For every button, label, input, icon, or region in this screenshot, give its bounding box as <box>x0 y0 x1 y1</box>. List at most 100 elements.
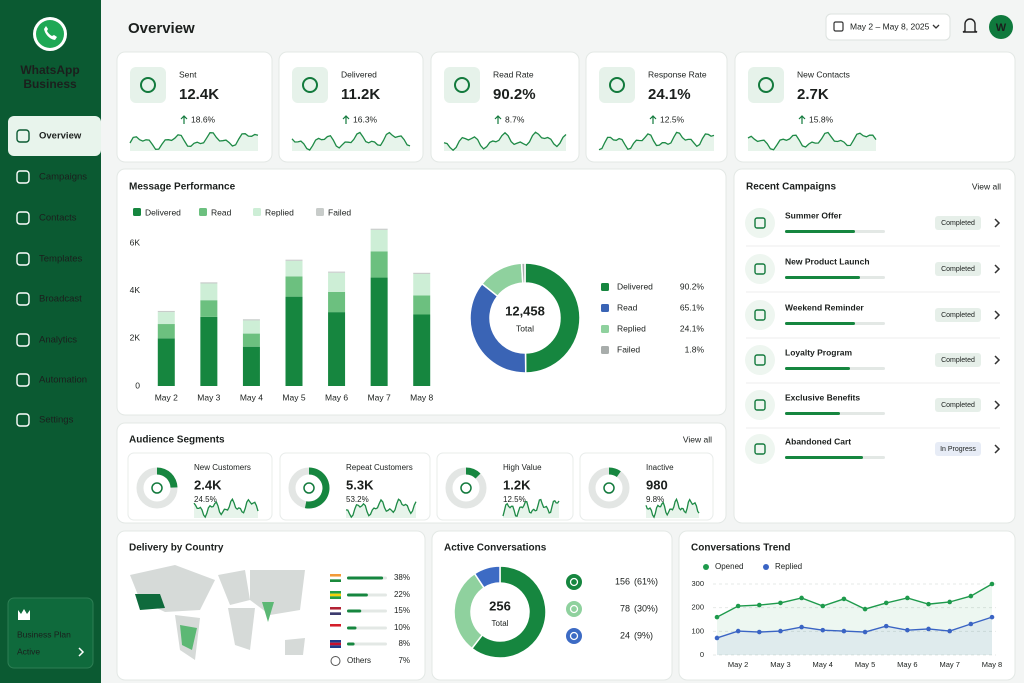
sparkline <box>645 497 700 519</box>
sparkline-area <box>599 132 714 151</box>
segment-icon <box>303 482 315 494</box>
campaign-icon-bg <box>745 300 775 330</box>
segment-value: 2.4K <box>194 477 222 492</box>
legend-value: 1.8% <box>685 344 705 354</box>
point <box>883 600 889 606</box>
flag <box>330 596 341 599</box>
legend-label: Delivered <box>145 207 181 217</box>
chevron-icon[interactable] <box>994 218 1001 228</box>
nav-item[interactable]: Analytics <box>39 335 77 346</box>
kpi-label: Sent <box>179 69 197 79</box>
chevron-icon[interactable] <box>994 444 1001 454</box>
x-tick-label: May 8 <box>982 660 1002 669</box>
chevron-icon[interactable] <box>994 355 1001 365</box>
segment-name: Inactive <box>646 463 674 472</box>
kpi-icon-bg <box>599 67 635 103</box>
avatar[interactable] <box>989 15 1013 39</box>
map-region <box>135 594 165 610</box>
x-tick-label: May 6 <box>897 660 917 669</box>
bar-segment <box>200 282 218 284</box>
conversation-share: (61%) <box>634 576 658 586</box>
y-tick-label: 0 <box>135 380 140 390</box>
legend-swatch <box>601 346 609 354</box>
point <box>735 628 741 634</box>
bar-segment <box>242 346 260 386</box>
point <box>968 593 974 599</box>
view-all-link[interactable]: View all <box>972 181 1001 191</box>
up-arrow <box>180 115 188 124</box>
nav-active[interactable] <box>8 116 101 156</box>
campaign-icon-bg <box>745 434 775 464</box>
nav-item[interactable]: Overview <box>39 131 82 142</box>
date-picker[interactable] <box>825 13 951 41</box>
nav-item[interactable]: Campaigns <box>39 172 87 183</box>
campaign-icon <box>754 217 766 229</box>
legend-value: 90.2% <box>680 281 705 291</box>
bar-segment <box>413 272 431 274</box>
conversation-count: 24 <box>620 630 630 640</box>
segment-icon <box>603 482 615 494</box>
bar <box>347 593 368 597</box>
point <box>989 581 995 587</box>
nav-item[interactable]: Contacts <box>39 213 77 224</box>
nav-item[interactable]: Automation <box>39 375 87 386</box>
x-tick-label: May 8 <box>410 392 433 402</box>
view-all-link[interactable]: View all <box>683 434 712 444</box>
status-pill <box>935 262 981 276</box>
legend-label: Replied <box>265 207 294 217</box>
status: Completed <box>941 312 975 319</box>
kpi-icon-bg <box>292 67 328 103</box>
card <box>678 530 1016 681</box>
donut-total-label: Total <box>492 619 509 628</box>
sparkline <box>193 497 259 519</box>
chevron-icon[interactable] <box>994 310 1001 320</box>
legend-swatch <box>316 208 324 216</box>
legend-label: Failed <box>617 344 640 354</box>
country-name: Others <box>347 656 371 665</box>
legend-swatch <box>133 208 141 216</box>
bar-segment <box>370 228 388 230</box>
x-tick-label: May 2 <box>155 392 178 402</box>
bar-segment <box>328 272 346 292</box>
sparkline-area <box>194 499 258 518</box>
nav-item[interactable]: Settings <box>39 415 74 426</box>
status-pill <box>935 308 981 322</box>
bar-segment <box>328 291 346 313</box>
flag <box>330 642 341 646</box>
kpi-icon <box>140 77 156 93</box>
campaign-icon <box>754 263 766 275</box>
nav-item[interactable]: Templates <box>39 254 83 265</box>
card-title: Message Performance <box>129 182 236 193</box>
point <box>862 629 868 635</box>
flag <box>330 579 341 582</box>
point <box>714 614 720 620</box>
bar-segment <box>157 324 175 339</box>
chevron-icon[interactable] <box>994 400 1001 410</box>
channel-icon-glyph <box>569 604 579 614</box>
sparkline-area <box>130 132 258 151</box>
segment-icon <box>460 482 472 494</box>
legend-label: Failed <box>328 207 351 217</box>
kpi-icon-bg <box>130 67 166 103</box>
dropdown-icon <box>932 24 940 29</box>
flag <box>330 574 341 577</box>
chevron-icon[interactable] <box>78 647 85 657</box>
area <box>717 617 992 655</box>
nav-item[interactable]: Broadcast <box>39 294 82 305</box>
donut-segment <box>520 262 526 284</box>
y-tick-label: 200 <box>691 603 704 612</box>
channel-icon <box>566 628 582 644</box>
campaign-icon <box>754 354 766 366</box>
kpi-icon-bg <box>748 67 784 103</box>
kpi-label: Delivered <box>341 69 377 79</box>
x-tick-label: May 4 <box>240 392 263 402</box>
kpi-icon <box>609 77 625 93</box>
bar-segment <box>328 312 346 386</box>
chevron-icon[interactable] <box>994 264 1001 274</box>
point <box>757 629 762 635</box>
bell-icon[interactable] <box>962 18 978 33</box>
y-tick-label: 4K <box>130 285 141 295</box>
progress-bar <box>785 230 855 233</box>
x-tick-label: May 7 <box>939 660 959 669</box>
bar-segment <box>285 259 303 261</box>
